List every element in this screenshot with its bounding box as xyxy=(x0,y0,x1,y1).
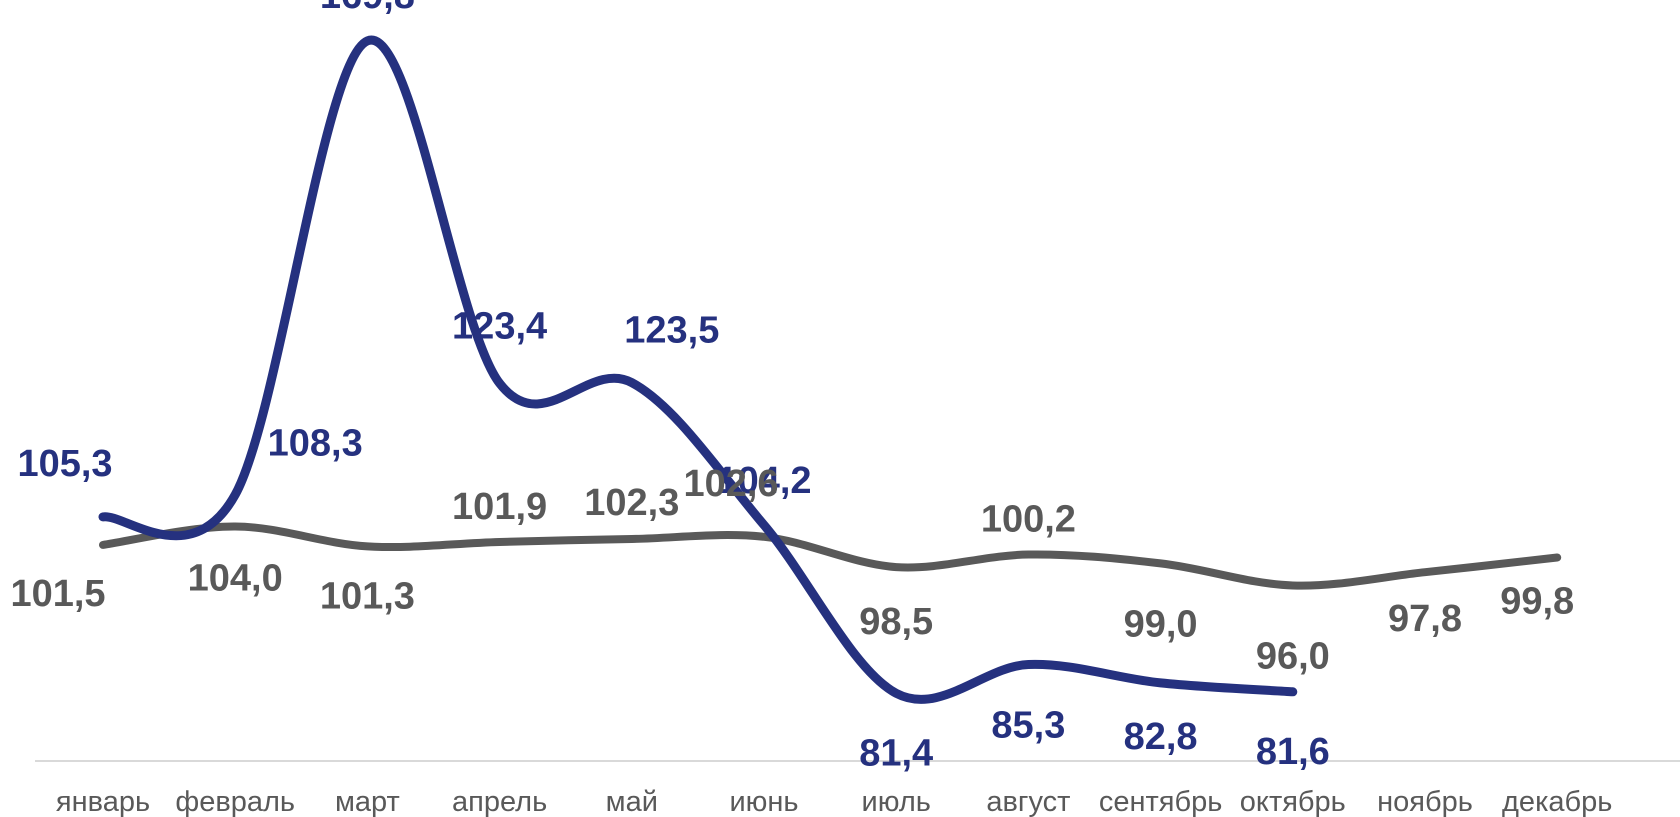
x-tick-label: март xyxy=(335,786,400,817)
data-label-grey: 99,0 xyxy=(1124,603,1198,645)
data-label-blue: 104,2 xyxy=(716,460,811,502)
data-label-blue: 81,6 xyxy=(1256,731,1330,773)
data-label-grey: 102,6 xyxy=(683,463,778,505)
x-tick-label: сентябрь xyxy=(1099,786,1222,817)
data-label-grey: 99,8 xyxy=(1500,580,1574,622)
data-label-blue: 82,8 xyxy=(1124,716,1198,758)
series-layer xyxy=(98,35,1562,704)
x-tick-label: апрель xyxy=(452,786,547,817)
x-tick-label: июнь xyxy=(729,786,798,817)
x-tick-label: февраль xyxy=(175,786,295,817)
data-label-blue: 105,3 xyxy=(17,443,112,485)
data-label-blue: 123,4 xyxy=(452,305,547,347)
data-label-grey: 97,8 xyxy=(1388,598,1462,640)
x-tick-label: январь xyxy=(56,786,150,817)
x-tick-label: июль xyxy=(862,786,931,817)
x-axis: январь февраль март апрель май июнь июль август… xyxy=(35,760,1680,817)
data-label-grey: 100,2 xyxy=(981,499,1076,541)
x-tick-label: октябрь xyxy=(1240,786,1346,817)
data-label-grey: 104,0 xyxy=(188,557,283,599)
data-label-blue: 169,8 xyxy=(320,0,415,17)
data-label-grey: 96,0 xyxy=(1256,636,1330,678)
data-label-blue: 123,5 xyxy=(624,310,719,352)
data-label-blue: 108,3 xyxy=(268,423,363,465)
data-labels: 105,3 108,3 169,8 123,4 123,5 104,2 81,4 85,3 82… xyxy=(10,0,1574,774)
series-line-grey xyxy=(99,522,1562,590)
data-label-blue: 81,4 xyxy=(859,732,933,774)
series-line-blue xyxy=(98,35,1298,704)
data-label-grey: 98,5 xyxy=(859,601,933,643)
x-tick-label: август xyxy=(986,786,1070,817)
x-tick-label: май xyxy=(606,786,658,817)
data-label-grey: 101,3 xyxy=(320,575,415,617)
x-tick-label: ноябрь xyxy=(1377,786,1473,817)
x-tick-label: декабрь xyxy=(1502,786,1612,817)
data-label-grey: 101,9 xyxy=(452,486,547,528)
data-label-grey: 102,3 xyxy=(584,482,679,524)
data-label-blue: 85,3 xyxy=(991,704,1065,746)
data-label-grey: 101,5 xyxy=(10,573,105,615)
